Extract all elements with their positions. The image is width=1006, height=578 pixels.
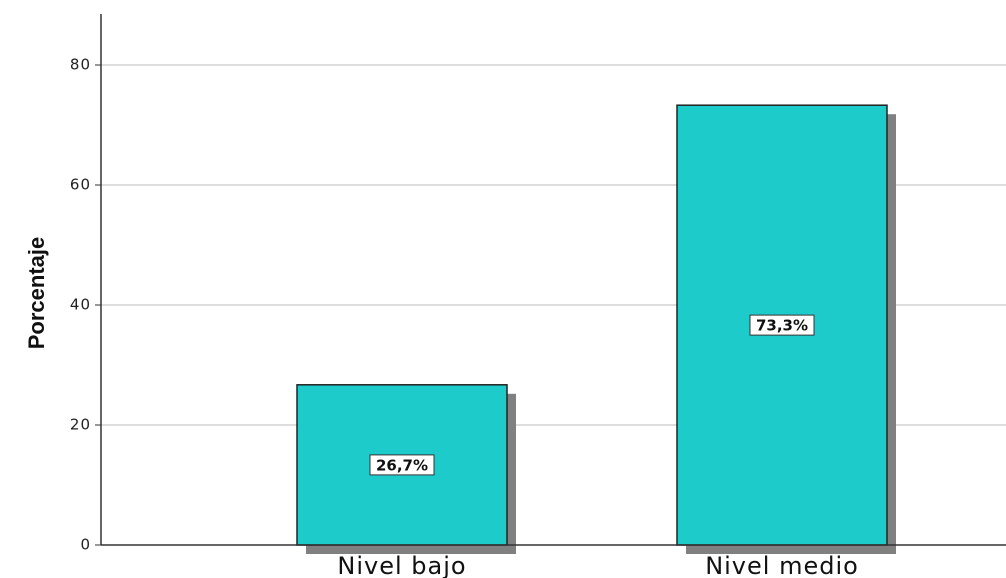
data-label: 73,3%: [756, 317, 808, 335]
x-category-label: Nivel medio: [705, 552, 859, 578]
data-label-box: [749, 314, 815, 336]
x-axis-labels: Nivel bajo Nivel medio: [337, 552, 859, 578]
data-label-box: [369, 454, 435, 476]
y-axis-title: Porcentaje: [24, 237, 49, 350]
y-tick-label: 60: [70, 176, 91, 194]
y-tick-label: 20: [70, 416, 91, 434]
data-label: 26,7%: [376, 456, 428, 474]
y-tick-label: 80: [70, 56, 91, 74]
y-tick-label: 0: [80, 536, 91, 554]
bars: 26,7% 73,3%: [296, 104, 896, 554]
x-category-label: Nivel bajo: [337, 552, 466, 578]
y-tick-label: 40: [70, 296, 91, 314]
y-axis-ticks: 0 20 40 60 80: [70, 56, 101, 554]
